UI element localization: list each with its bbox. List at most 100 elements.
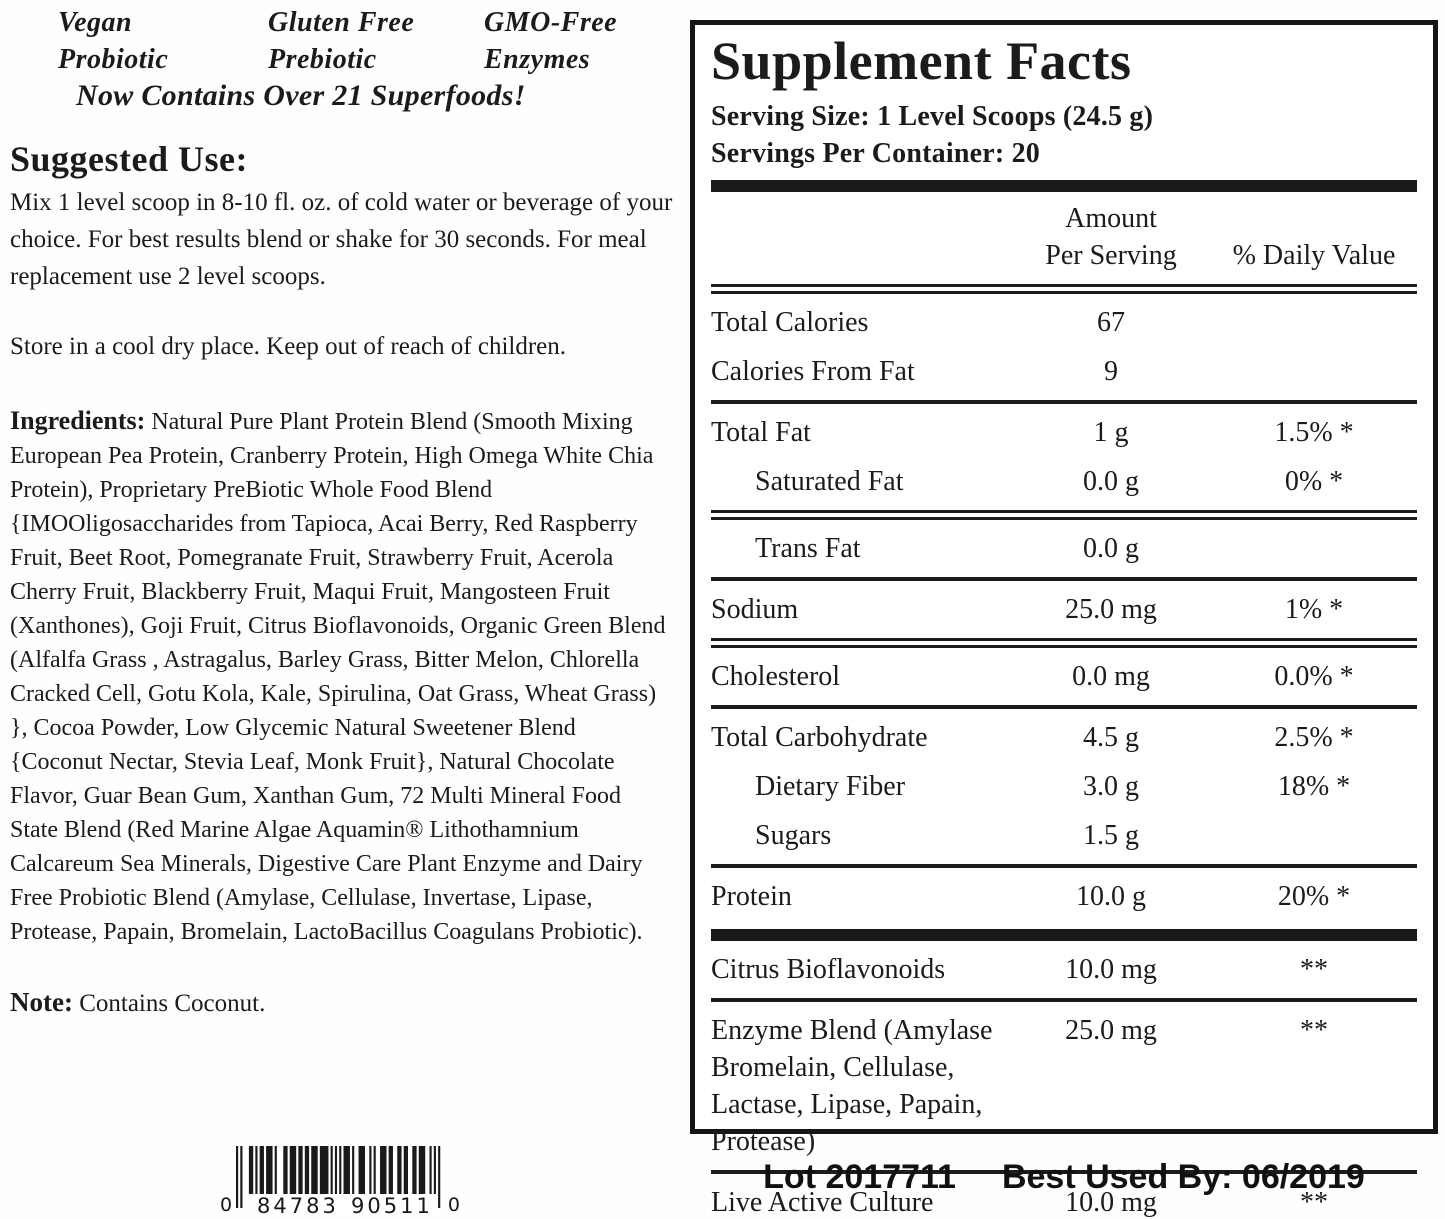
nutrient-daily-value: 18% * bbox=[1277, 770, 1351, 802]
nutrient-daily-value: 1% * bbox=[1284, 593, 1344, 625]
nutrient-amount: 25.0 mg bbox=[1065, 1014, 1157, 1046]
nutrient-row: Total Fat 1 g 1.5% * bbox=[711, 408, 1417, 457]
barcode-group-2: 90511 bbox=[348, 1194, 436, 1218]
nutrient-row: Protein 10.0 g 20% * bbox=[711, 872, 1417, 921]
badge-vegan: Vegan bbox=[58, 7, 133, 38]
divider-thick-top bbox=[711, 179, 1417, 192]
barcode-group-1: 84783 bbox=[254, 1194, 342, 1218]
nutrient-row: Sodium 25.0 mg 1% * bbox=[711, 585, 1417, 634]
table-header: Amount Per Serving % Daily Value bbox=[711, 196, 1417, 280]
divider-double-header bbox=[711, 283, 1417, 294]
nutrient-row: Total Carbohydrate 4.5 g 2.5% * bbox=[711, 713, 1417, 762]
amount-header-line2: Per Serving bbox=[1045, 239, 1177, 271]
barcode-left-digit: 0 bbox=[220, 1194, 233, 1216]
nutrient-amount: 3.0 g bbox=[1083, 770, 1139, 802]
nutrient-rows: Total Calories 67 Calories From Fat 9 To… bbox=[711, 298, 1417, 1219]
divider bbox=[711, 637, 1417, 648]
nutrient-amount: 9 bbox=[1104, 355, 1118, 387]
nutrient-amount: 10.0 mg bbox=[1065, 1186, 1157, 1218]
divider bbox=[711, 399, 1417, 404]
nutrient-row: Live Active Culture(as Lactobacillus coa… bbox=[711, 1178, 1417, 1219]
left-column: Vegan Gluten Free GMO-Free Probiotic Pre… bbox=[10, 4, 678, 1021]
amount-header-line1: Amount bbox=[1065, 202, 1157, 234]
nutrient-name: Protein bbox=[711, 880, 792, 912]
nutrient-daily-value: ** bbox=[1300, 1186, 1328, 1218]
nutrient-amount: 10.0 g bbox=[1076, 880, 1146, 912]
nutrient-name: Live Active Culture(as Lactobacillus coa… bbox=[711, 1186, 934, 1218]
divider bbox=[711, 576, 1417, 581]
lot-and-expiry: Lot 2017711 Best Used By: 06/2019 bbox=[690, 1158, 1438, 1197]
nutrient-name: Dietary Fiber bbox=[755, 770, 906, 802]
nutrient-row: Dietary Fiber 3.0 g 18% * bbox=[711, 762, 1417, 811]
note-label: Note: bbox=[10, 987, 73, 1017]
badge-probiotic: Probiotic bbox=[58, 44, 169, 75]
nutrient-daily-value: 0.0% * bbox=[1274, 660, 1354, 692]
nutrient-row: Enzyme Blend (Amylase Bromelain, Cellulas… bbox=[711, 1006, 1417, 1166]
nutrient-daily-value: 1.5% * bbox=[1274, 416, 1354, 448]
suggested-use-heading: Suggested Use: bbox=[10, 139, 248, 179]
nutrient-row: Total Calories 67 bbox=[711, 298, 1417, 347]
nutrient-amount: 4.5 g bbox=[1083, 721, 1139, 753]
nutrient-name: Sugars bbox=[755, 819, 832, 851]
best-used-by: Best Used By: 06/2019 bbox=[1001, 1158, 1365, 1196]
divider bbox=[711, 997, 1417, 1002]
panel-title: Supplement Facts bbox=[711, 31, 1132, 91]
divider bbox=[711, 928, 1417, 941]
badge-row-1: Vegan Gluten Free GMO-Free bbox=[10, 4, 678, 41]
amount-column-header: Amount Per Serving bbox=[1011, 200, 1211, 274]
daily-value-column-header: % Daily Value bbox=[1232, 239, 1396, 271]
upc-barcode: 0 84783 90511 0 bbox=[220, 1146, 460, 1218]
divider bbox=[711, 509, 1417, 520]
nutrient-name: Cholesterol bbox=[711, 660, 841, 692]
barcode-right-digit: 0 bbox=[447, 1194, 460, 1216]
nutrient-row: Citrus Bioflavonoids 10.0 mg ** bbox=[711, 945, 1417, 994]
ingredients-label: Ingredients: bbox=[10, 406, 146, 435]
badge-enzymes: Enzymes bbox=[484, 44, 591, 75]
nutrient-name: Total Carbohydrate bbox=[711, 721, 928, 753]
nutrient-row: Trans Fat 0.0 g bbox=[711, 524, 1417, 573]
nutrient-name: Sodium bbox=[711, 593, 799, 625]
nutrient-daily-value: 20% * bbox=[1277, 880, 1351, 912]
badge-gluten-free: Gluten Free bbox=[268, 7, 415, 38]
divider bbox=[711, 863, 1417, 868]
divider bbox=[711, 1169, 1417, 1174]
nutrient-amount: 0.0 mg bbox=[1072, 660, 1150, 692]
superfoods-banner: Now Contains Over 21 Superfoods! bbox=[76, 79, 526, 112]
allergen-note: Note: Contains Coconut. bbox=[10, 985, 678, 1021]
ingredients-text: Natural Pure Plant Protein Blend (Smooth… bbox=[10, 409, 666, 945]
nutrient-row: Calories From Fat 9 bbox=[711, 347, 1417, 396]
nutrient-amount: 1 g bbox=[1093, 416, 1129, 448]
nutrient-name: Total Fat bbox=[711, 416, 811, 448]
nutrient-daily-value: 2.5% * bbox=[1274, 721, 1354, 753]
nutrient-amount: 1.5 g bbox=[1083, 819, 1139, 851]
note-text: Contains Coconut. bbox=[79, 990, 266, 1017]
nutrient-row: Sugars 1.5 g bbox=[711, 811, 1417, 860]
badge-row-2: Probiotic Prebiotic Enzymes bbox=[10, 41, 678, 78]
nutrient-amount: 0.0 g bbox=[1083, 532, 1139, 564]
suggested-use-text: Mix 1 level scoop in 8-10 fl. oz. of col… bbox=[10, 189, 673, 290]
nutrient-daily-value: 0% * bbox=[1284, 465, 1344, 497]
serving-size: Serving Size: 1 Level Scoops (24.5 g) bbox=[711, 100, 1154, 132]
nutrient-name: Total Calories bbox=[711, 306, 869, 338]
nutrient-row: Saturated Fat 0.0 g 0% * bbox=[711, 457, 1417, 506]
badge-prebiotic: Prebiotic bbox=[268, 44, 377, 75]
nutrient-name: Trans Fat bbox=[755, 532, 861, 564]
supplement-facts-panel: Supplement Facts Serving Size: 1 Level S… bbox=[690, 20, 1438, 1218]
divider bbox=[711, 704, 1417, 709]
barcode-bars bbox=[236, 1146, 441, 1208]
storage-instructions: Store in a cool dry place. Keep out of r… bbox=[10, 333, 567, 360]
nutrient-name: Saturated Fat bbox=[755, 465, 904, 497]
badge-gmo-free: GMO-Free bbox=[484, 7, 618, 38]
barcode-digits: 0 84783 90511 0 bbox=[220, 1190, 460, 1218]
nutrient-amount: 67 bbox=[1097, 306, 1125, 338]
nutrient-row: Cholesterol 0.0 mg 0.0% * bbox=[711, 652, 1417, 701]
nutrient-name: Enzyme Blend (Amylase Bromelain, Cellulas… bbox=[711, 1014, 993, 1157]
nutrient-amount: 25.0 mg bbox=[1065, 593, 1157, 625]
nutrient-amount: 10.0 mg bbox=[1065, 953, 1157, 985]
nutrient-daily-value: ** bbox=[1300, 1014, 1328, 1046]
nutrient-daily-value: ** bbox=[1300, 953, 1328, 985]
lot-number: Lot 2017711 bbox=[763, 1158, 956, 1196]
nutrient-name: Calories From Fat bbox=[711, 355, 915, 387]
nutrient-name: Citrus Bioflavonoids bbox=[711, 953, 946, 985]
